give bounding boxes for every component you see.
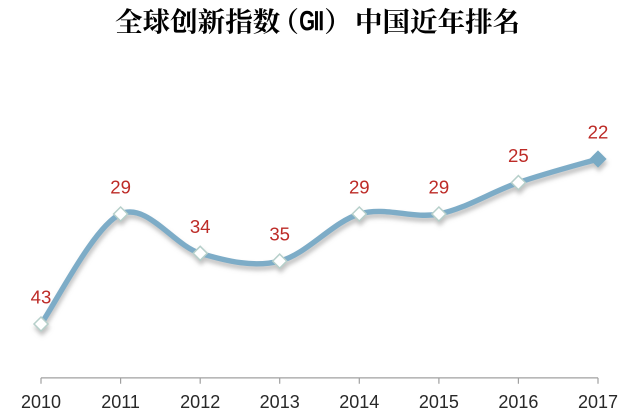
- svg-text:2010: 2010: [21, 392, 61, 412]
- svg-text:35: 35: [269, 224, 290, 245]
- svg-text:2017: 2017: [578, 392, 618, 412]
- svg-text:43: 43: [31, 287, 52, 308]
- svg-text:34: 34: [190, 216, 211, 237]
- svg-text:2013: 2013: [260, 392, 300, 412]
- svg-text:2015: 2015: [419, 392, 459, 412]
- svg-text:2012: 2012: [180, 392, 220, 412]
- svg-text:29: 29: [429, 177, 450, 198]
- svg-text:2011: 2011: [101, 392, 140, 412]
- svg-text:22: 22: [588, 122, 609, 143]
- svg-text:25: 25: [508, 145, 529, 166]
- svg-text:2014: 2014: [339, 392, 379, 412]
- svg-text:29: 29: [110, 177, 131, 198]
- svg-text:2016: 2016: [498, 392, 538, 412]
- svg-text:29: 29: [349, 177, 370, 198]
